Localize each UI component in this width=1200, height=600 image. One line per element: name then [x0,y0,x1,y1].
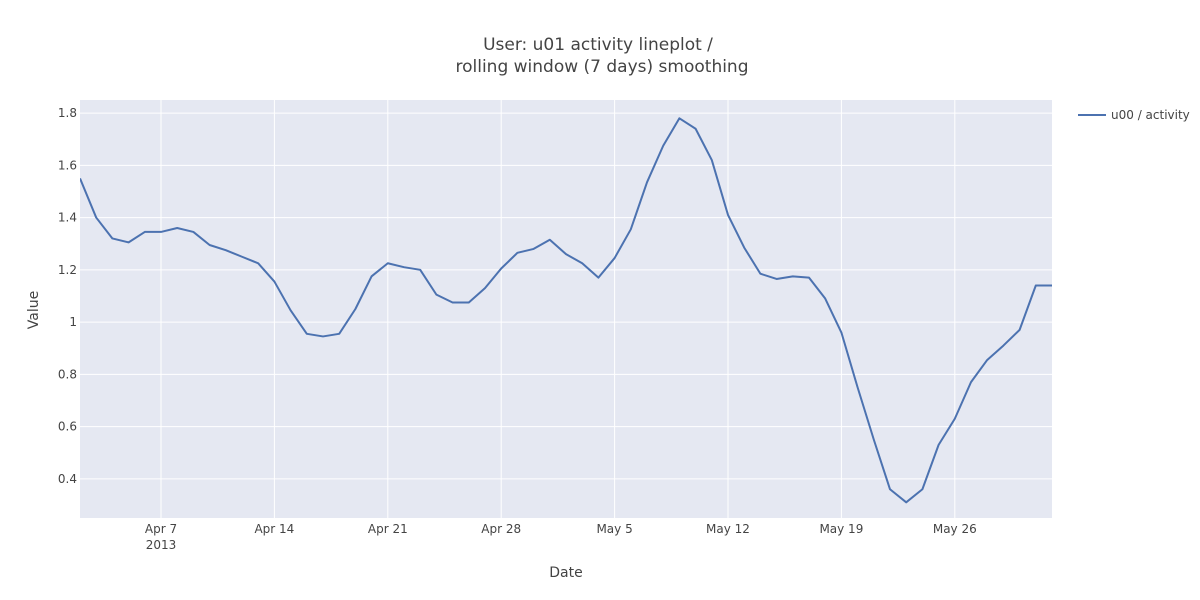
legend[interactable]: u00 / activity [1078,108,1190,122]
y-tick-label: 1 [69,315,77,329]
series-layer [80,117,1052,504]
series-line[interactable] [80,117,1052,504]
x-tick-label: May 5 [596,522,632,536]
y-tick-labels: 0.4 0.6 0.8 1 1.2 1.4 1.6 1.8 [58,106,77,486]
chart-title-line-1: User: u01 activity lineplot / [483,35,713,55]
y-tick-label: 1.2 [58,263,77,277]
legend-label: u00 / activity [1111,108,1190,122]
chart-title-line-2: rolling window (7 days) smoothing [455,57,748,77]
x-tick-label: Apr 7 [145,522,177,536]
x-tick-label: May 12 [706,522,750,536]
y-gridlines [80,112,1052,480]
y-tick-label: 1.6 [58,158,77,172]
x-tick-label: Apr 21 [368,522,408,536]
x-axis-title: Date [549,565,582,581]
x-tick-label: May 26 [933,522,977,536]
x-tick-label: Apr 28 [481,522,521,536]
x-tick-label: Apr 14 [254,522,294,536]
x-gridlines [160,100,956,518]
y-tick-label: 0.8 [58,367,77,381]
y-tick-label: 1.4 [58,211,77,225]
x-tick-labels: Apr 7 2013 Apr 14 Apr 21 Apr 28 May 5 May 12 Ma… [145,522,977,552]
plot-area [80,100,1052,518]
y-tick-label: 1.8 [58,106,77,120]
x-tick-label: May 19 [819,522,863,536]
y-axis-title: Value [26,291,42,329]
x-tick-sublabel: 2013 [146,538,177,552]
y-tick-label: 0.4 [58,472,77,486]
y-tick-label: 0.6 [58,420,77,434]
